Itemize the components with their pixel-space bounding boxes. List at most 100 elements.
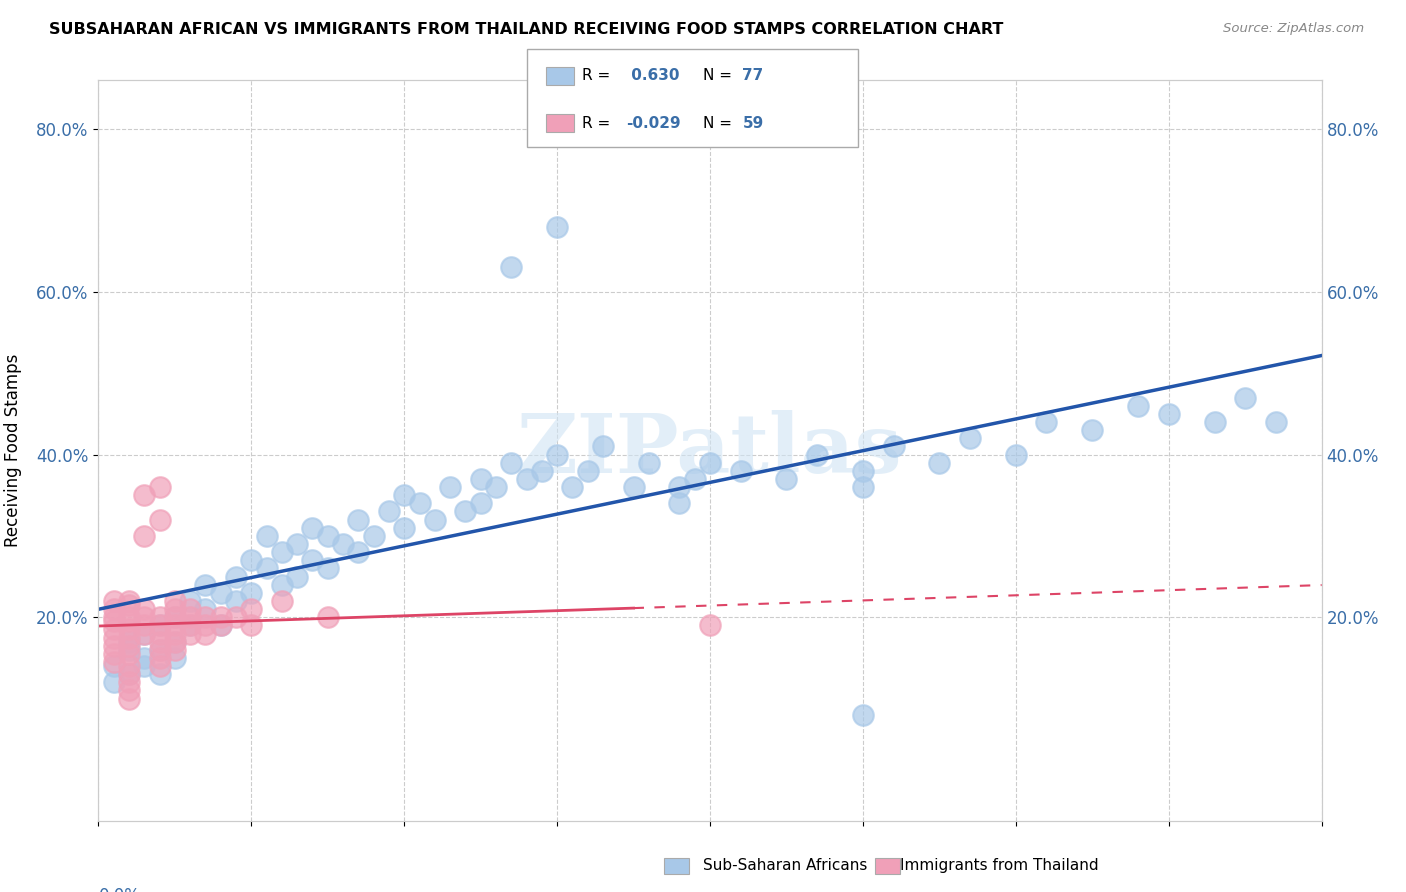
Point [118,667,141,681]
Point [240,618,263,632]
Point [454,504,477,518]
Point [118,623,141,637]
Point [270,577,292,591]
Text: 0.630: 0.630 [626,69,679,83]
Point [1004,448,1026,462]
Point [225,569,247,583]
Point [149,610,172,624]
Point [149,618,172,632]
Point [118,691,141,706]
Point [378,504,401,518]
Point [883,439,905,453]
Text: Sub-Saharan Africans: Sub-Saharan Africans [703,858,868,872]
Text: ZIPatlas: ZIPatlas [517,410,903,491]
Point [163,651,186,665]
Point [103,610,125,624]
Point [1157,407,1180,421]
Point [149,626,172,640]
Point [240,586,263,600]
Point [134,626,156,640]
Point [149,634,172,648]
Point [118,594,141,608]
Point [194,577,217,591]
Point [194,602,217,616]
Point [118,683,141,698]
Point [485,480,508,494]
Point [285,569,308,583]
Point [852,480,875,494]
Point [1264,415,1286,429]
Point [209,610,232,624]
Point [592,439,614,453]
Point [118,639,141,653]
Point [852,464,875,478]
Point [103,639,125,653]
Point [501,260,523,275]
Point [118,647,141,661]
Point [103,615,125,629]
Point [316,610,339,624]
Point [301,553,323,567]
Point [699,618,721,632]
Point [501,456,523,470]
Point [270,594,292,608]
Point [179,602,201,616]
Point [301,521,323,535]
Point [1128,399,1150,413]
Point [256,529,278,543]
Text: R =: R = [582,69,616,83]
Point [103,631,125,645]
Point [118,631,141,645]
Point [179,594,201,608]
Point [1081,423,1104,437]
Point [347,545,370,559]
Point [103,647,125,661]
Point [163,642,186,657]
Point [470,496,492,510]
Point [240,602,263,616]
Point [149,513,172,527]
Point [1234,391,1257,405]
Text: N =: N = [703,116,737,130]
Point [163,602,186,616]
Point [209,618,232,632]
Point [149,642,172,657]
Point [775,472,797,486]
Point [546,219,568,234]
Point [149,480,172,494]
Text: 0.0%: 0.0% [98,888,141,892]
Point [439,480,461,494]
Point [103,675,125,690]
Point [134,488,156,502]
Point [392,521,416,535]
Text: 77: 77 [742,69,763,83]
Point [240,553,263,567]
Point [118,675,141,690]
Point [1204,415,1226,429]
Point [209,586,232,600]
Point [163,610,186,624]
Point [194,618,217,632]
Point [118,659,141,673]
Text: SUBSAHARAN AFRICAN VS IMMIGRANTS FROM THAILAND RECEIVING FOOD STAMPS CORRELATION: SUBSAHARAN AFRICAN VS IMMIGRANTS FROM TH… [49,22,1004,37]
Point [103,623,125,637]
Point [179,626,201,640]
Point [225,610,247,624]
Text: Source: ZipAtlas.com: Source: ZipAtlas.com [1223,22,1364,36]
Point [408,496,430,510]
Point [134,610,156,624]
Point [316,529,339,543]
Point [225,594,247,608]
Point [134,659,156,673]
Point [118,667,141,681]
Point [194,610,217,624]
Point [516,472,538,486]
Point [118,634,141,648]
Point [149,642,172,657]
Point [118,598,141,612]
Point [149,659,172,673]
Point [179,618,201,632]
Point [623,480,645,494]
Point [637,456,661,470]
Point [256,561,278,575]
